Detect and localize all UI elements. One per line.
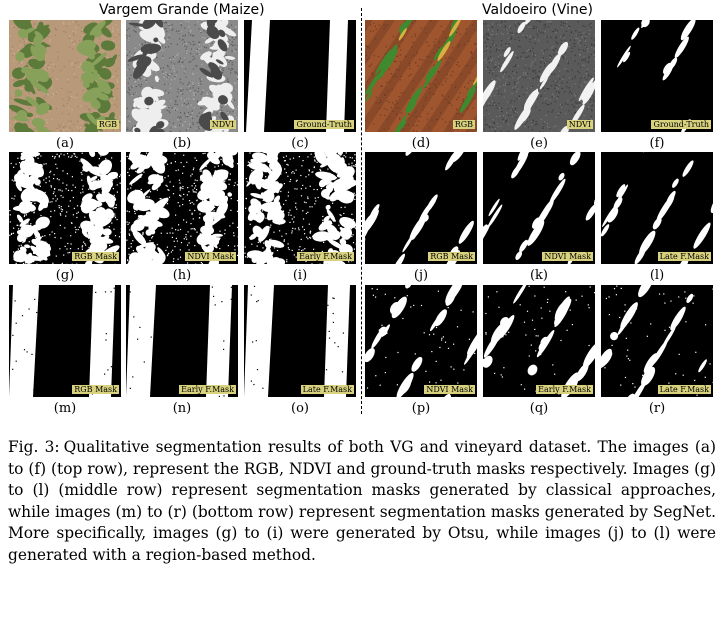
panel-q-tag: Early F.Mask	[536, 385, 593, 394]
panel-r-tag: Late F.Mask	[657, 385, 711, 394]
group-title-vine: Valdoeiro (Vine)	[482, 2, 593, 18]
panel-l-image: Late F.Mask	[601, 152, 713, 264]
panel-o-label: (o)	[291, 401, 309, 416]
panel-p-image: NDVI Mask	[365, 285, 477, 397]
caption-lead: Fig. 3:	[8, 438, 60, 456]
panel-c-label: (c)	[291, 136, 309, 151]
panel-f-tag: Ground-Truth	[651, 120, 711, 129]
panel-o-tag: Late F.Mask	[300, 385, 354, 394]
panel-h-label: (h)	[172, 268, 192, 283]
panel-b-label: (b)	[172, 136, 192, 151]
panel-j-label: (j)	[413, 268, 429, 283]
panel-p-tag: NDVI Mask	[424, 385, 475, 394]
panel-d-tag: RGB	[452, 120, 475, 129]
figure-caption: Fig. 3: Qualitative segmentation results …	[8, 437, 716, 566]
panel-m-tag: RGB Mask	[72, 385, 119, 394]
panel-k-label: (k)	[529, 268, 549, 283]
panel-m-label: (m)	[53, 401, 77, 416]
panel-n-image: Early F.Mask	[126, 285, 238, 397]
panel-i-image: Early F.Mask	[244, 152, 356, 264]
panel-b-image: NDVI	[126, 20, 238, 132]
panel-d-image: RGB	[365, 20, 477, 132]
panel-l-tag: Late F.Mask	[657, 252, 711, 261]
panel-g-tag: RGB Mask	[72, 252, 119, 261]
panel-j-tag: RGB Mask	[428, 252, 475, 261]
panel-e-tag: NDVI	[566, 120, 593, 129]
panel-f-label: (f)	[649, 136, 665, 151]
panel-h-image: NDVI Mask	[126, 152, 238, 264]
panel-i-tag: Early F.Mask	[297, 252, 354, 261]
panel-n-label: (n)	[172, 401, 192, 416]
dataset-divider	[361, 8, 362, 414]
panel-q-image: Early F.Mask	[483, 285, 595, 397]
panel-l-label: (l)	[649, 268, 665, 283]
panel-e-image: NDVI	[483, 20, 595, 132]
panel-k-image: NDVI Mask	[483, 152, 595, 264]
panel-g-image: RGB Mask	[9, 152, 121, 264]
panel-r-image: Late F.Mask	[601, 285, 713, 397]
panel-r-label: (r)	[648, 401, 666, 416]
panel-p-label: (p)	[411, 401, 431, 416]
caption-text: Qualitative segmentation results of both…	[8, 438, 717, 564]
group-title-maize: Vargem Grande (Maize)	[99, 2, 265, 18]
panel-c-tag: Ground-Truth	[294, 120, 354, 129]
panel-a-label: (a)	[56, 136, 74, 151]
panel-b-tag: NDVI	[209, 120, 236, 129]
panel-d-label: (d)	[411, 136, 431, 151]
panel-a-image: RGB	[9, 20, 121, 132]
panel-n-tag: Early F.Mask	[179, 385, 236, 394]
panel-f-image: Ground-Truth	[601, 20, 713, 132]
panel-h-tag: NDVI Mask	[185, 252, 236, 261]
panel-i-label: (i)	[292, 268, 308, 283]
panel-q-label: (q)	[529, 401, 549, 416]
panel-e-label: (e)	[530, 136, 548, 151]
panel-g-label: (g)	[55, 268, 75, 283]
panel-m-image: RGB Mask	[9, 285, 121, 397]
panel-k-tag: NDVI Mask	[542, 252, 593, 261]
panel-c-image: Ground-Truth	[244, 20, 356, 132]
panel-a-tag: RGB	[96, 120, 119, 129]
panel-o-image: Late F.Mask	[244, 285, 356, 397]
panel-j-image: RGB Mask	[365, 152, 477, 264]
